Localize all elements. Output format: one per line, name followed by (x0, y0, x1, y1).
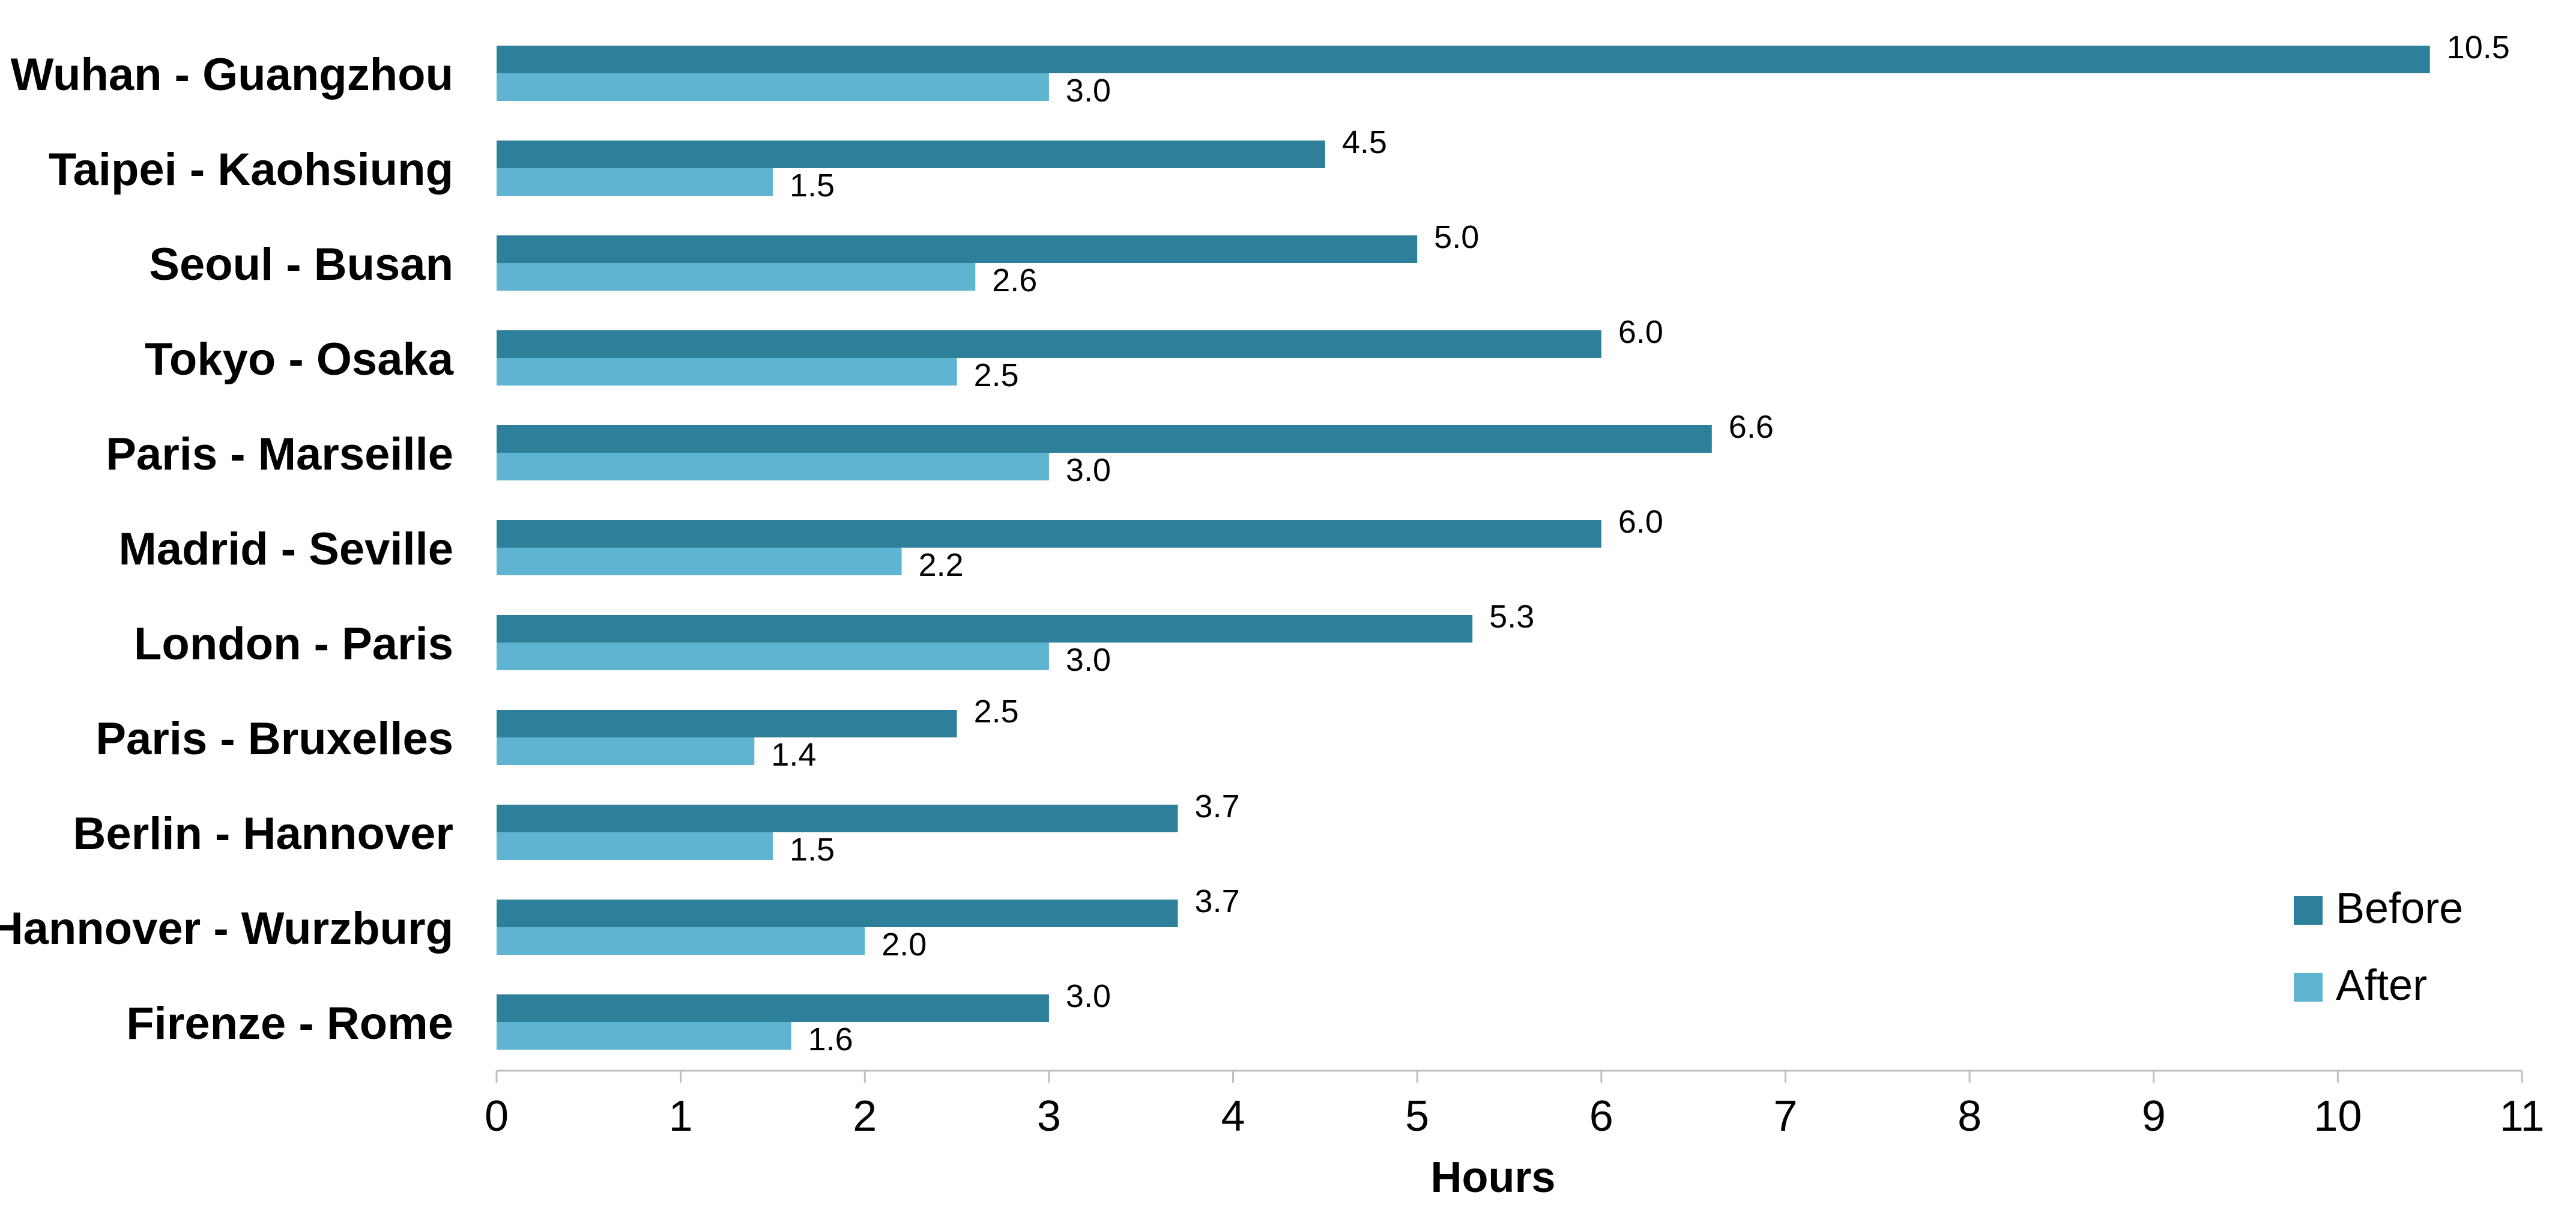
x-tick-label: 10 (2314, 1092, 2362, 1140)
category-label: Berlin - Hannover (73, 808, 453, 859)
category-labels-group: Wuhan - Guangzhou Taipei - Kaohsiung Seoul… (0, 49, 454, 1049)
value-label-after: 2.5 (974, 357, 1019, 393)
bar-before (497, 141, 1325, 168)
category-label: Firenze - Rome (126, 998, 453, 1049)
x-tick-label: 0 (485, 1092, 509, 1140)
bar-before (497, 235, 1418, 263)
bar-before (497, 330, 1601, 358)
value-label-before: 3.7 (1195, 788, 1240, 824)
x-tick-label: 1 (669, 1092, 693, 1140)
value-label-after: 3.0 (1066, 642, 1111, 678)
category-label: Tokyo - Osaka (145, 334, 454, 385)
value-label-before: 6.6 (1729, 409, 1774, 445)
bar-after (497, 73, 1049, 101)
category-label: Paris - Marseille (106, 429, 453, 480)
legend-swatch-after (2294, 973, 2323, 1002)
bar-before (497, 994, 1049, 1022)
value-label-before: 2.5 (974, 694, 1019, 730)
bar-before (497, 710, 957, 737)
value-label-before: 5.3 (1489, 599, 1534, 635)
x-tick-label: 7 (1773, 1092, 1797, 1140)
x-axis: 0 1 2 3 4 5 6 7 8 9 10 11 Hours (485, 1069, 2545, 1202)
category-label: Seoul - Busan (149, 239, 453, 290)
value-label-before: 6.0 (1618, 504, 1663, 540)
value-label-after: 1.5 (790, 832, 835, 868)
category-label: Hannover - Wurzburg (0, 903, 453, 954)
bar-after (497, 358, 957, 386)
bar-after (497, 548, 902, 575)
bar-before (497, 425, 1712, 453)
legend-label-after: After (2336, 961, 2427, 1009)
legend-label-before: Before (2336, 885, 2463, 933)
bars-group (497, 46, 2430, 1050)
bar-before (497, 46, 2430, 73)
value-label-after: 2.0 (881, 927, 927, 963)
value-label-after: 2.2 (919, 547, 964, 583)
legend-swatch-before (2294, 896, 2323, 925)
x-tick-label: 8 (1958, 1092, 1982, 1140)
bar-before (497, 805, 1178, 832)
category-label: Taipei - Kaohsiung (49, 144, 453, 195)
x-tick-label: 11 (2500, 1092, 2545, 1140)
x-tick-label: 5 (1405, 1092, 1429, 1140)
x-tick-label: 9 (2142, 1092, 2166, 1140)
bar-after (497, 453, 1049, 480)
value-label-after: 1.6 (808, 1021, 853, 1057)
x-tick-label: 2 (853, 1092, 877, 1140)
legend: Before After (2294, 885, 2463, 1009)
value-labels-group: 10.5 3.0 4.5 1.5 5.0 2.6 6.0 2.5 6.6 3.0 6.0 2.2 5.3… (771, 29, 2510, 1057)
x-tick-label: 4 (1221, 1092, 1245, 1140)
bar-after (497, 643, 1049, 670)
bar-after (497, 168, 773, 196)
bar-after (497, 263, 976, 291)
value-label-before: 3.7 (1195, 883, 1240, 919)
bar-after (497, 737, 755, 765)
bar-before (497, 900, 1178, 927)
category-label: Paris - Bruxelles (95, 713, 453, 764)
x-tick-label: 3 (1037, 1092, 1061, 1140)
bar-after (497, 1022, 791, 1050)
value-label-after: 3.0 (1066, 73, 1111, 109)
value-label-after: 2.6 (992, 262, 1037, 298)
x-axis-title: Hours (1430, 1154, 1555, 1202)
category-label: Wuhan - Guangzhou (11, 49, 453, 100)
bar-before (497, 520, 1601, 548)
x-tick-label: 6 (1589, 1092, 1613, 1140)
value-label-before: 3.0 (1066, 978, 1111, 1014)
category-label: London - Paris (134, 619, 453, 670)
value-label-after: 1.5 (790, 168, 835, 204)
value-label-before: 6.0 (1618, 314, 1663, 350)
value-label-before: 5.0 (1434, 219, 1479, 255)
bar-after (497, 832, 773, 860)
bar-before (497, 615, 1473, 643)
category-label: Madrid - Seville (119, 524, 454, 575)
value-label-before: 4.5 (1342, 124, 1387, 160)
value-label-after: 3.0 (1066, 452, 1111, 488)
value-label-after: 1.4 (771, 737, 816, 773)
value-label-before: 10.5 (2447, 29, 2510, 65)
bar-after (497, 927, 865, 955)
